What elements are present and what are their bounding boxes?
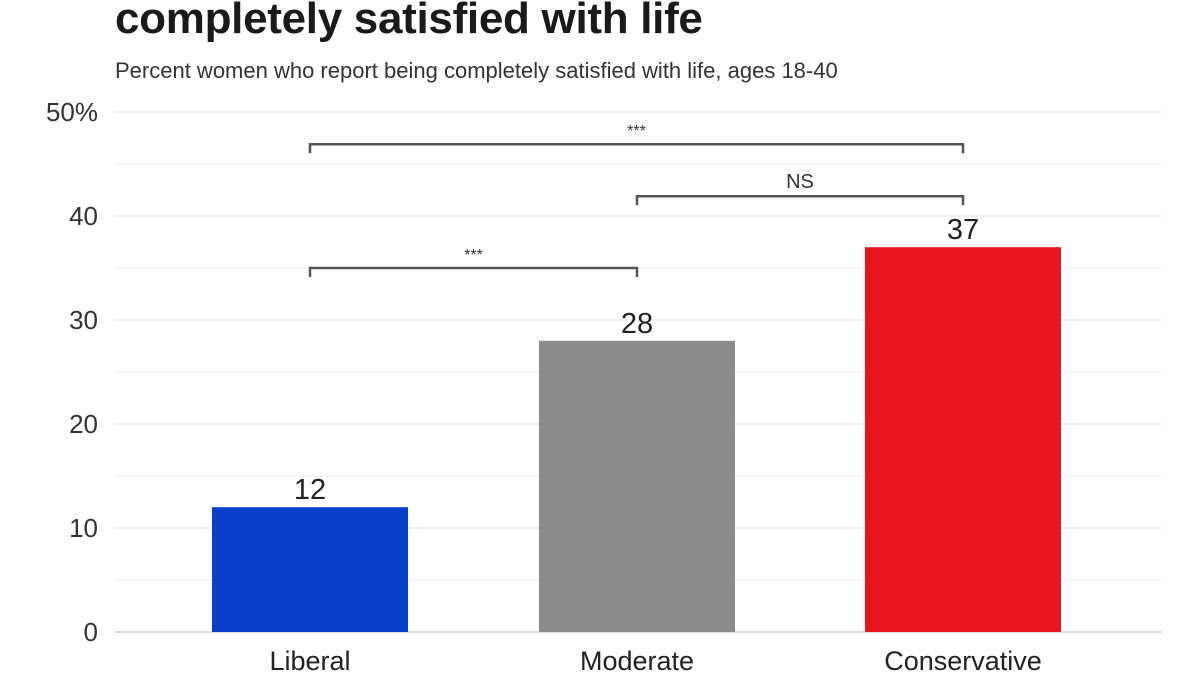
y-tick-label: 30 bbox=[69, 305, 98, 335]
bar bbox=[539, 340, 735, 632]
chart-title: completely satisfied with life bbox=[115, 0, 703, 43]
significance-bracket bbox=[308, 266, 639, 277]
significance-bracket bbox=[308, 142, 965, 154]
y-tick-label: 50% bbox=[46, 97, 98, 127]
bar bbox=[865, 247, 1061, 632]
y-tick-label: 0 bbox=[84, 617, 98, 647]
y-tick-label: 40 bbox=[69, 201, 98, 231]
bar-value-label: 37 bbox=[947, 214, 979, 246]
y-tick-label: 10 bbox=[69, 513, 98, 543]
bar-value-label: 28 bbox=[621, 308, 653, 340]
x-tick-label: Moderate bbox=[580, 646, 694, 675]
chart-subtitle: Percent women who report being completel… bbox=[115, 58, 838, 83]
x-tick-label: Conservative bbox=[884, 646, 1042, 675]
x-tick-label: Liberal bbox=[269, 646, 350, 675]
significance-label: NS bbox=[786, 171, 814, 193]
significance-label: *** bbox=[627, 123, 646, 140]
y-tick-label: 20 bbox=[69, 409, 98, 439]
significance-label: *** bbox=[464, 247, 483, 264]
significance-bracket bbox=[635, 194, 965, 206]
bar-value-label: 12 bbox=[294, 474, 326, 506]
bar bbox=[212, 507, 408, 632]
